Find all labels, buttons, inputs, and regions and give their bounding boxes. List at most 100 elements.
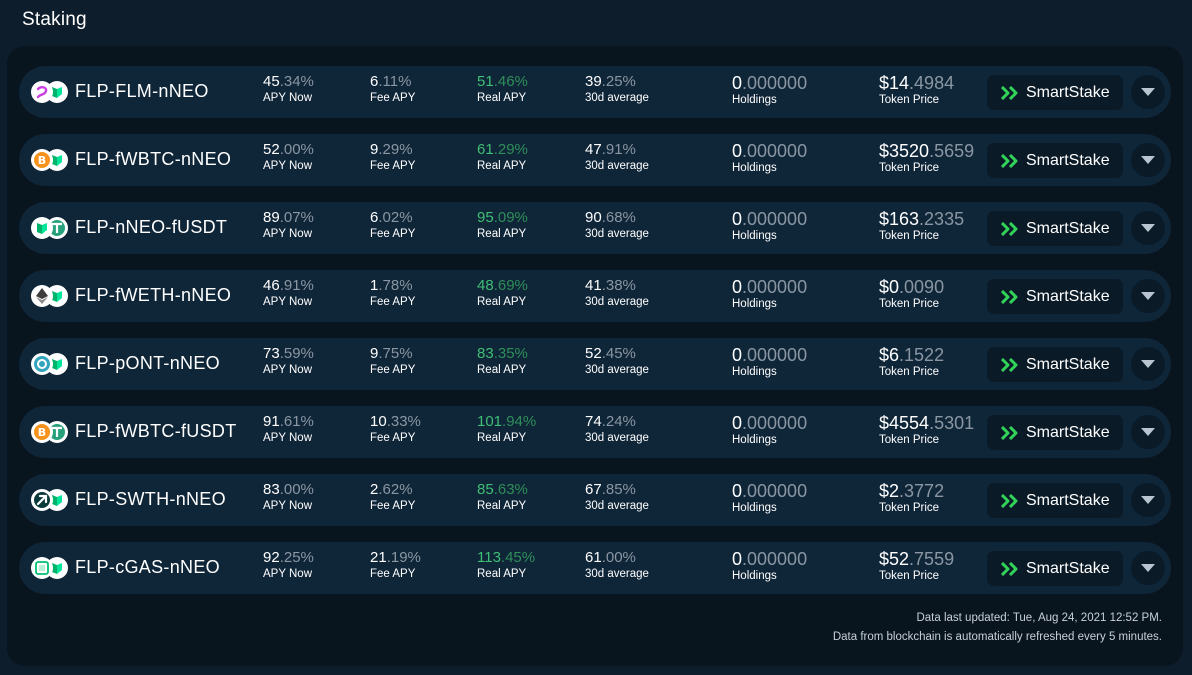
avg-30d-int: 67 xyxy=(585,481,602,498)
fee-apy-int: 6 xyxy=(370,209,379,226)
fee-apy-dec: .29% xyxy=(378,141,413,158)
apy-now-int: 73 xyxy=(263,345,280,362)
avg-30d-dec: .68% xyxy=(601,209,636,226)
apy-now-int: 46 xyxy=(263,277,280,294)
apy-now-dec: .91% xyxy=(279,277,314,294)
real-apy-label: Real APY xyxy=(477,500,527,512)
avg-30d-label: 30d average xyxy=(585,92,649,104)
avg-30d-dec: .45% xyxy=(601,345,636,362)
pool-row-1[interactable]: B FLP-fWBTC-nNEO 52.00% APY Now 9.29% Fe… xyxy=(19,134,1171,186)
holdings-stat: 0.000000 Holdings xyxy=(732,276,807,310)
apy-now-int: 92 xyxy=(263,549,280,566)
avg-30d-int: 90 xyxy=(585,209,602,226)
real-apy-label: Real APY xyxy=(477,568,527,580)
avg-30d-stat: 52.45% 30d average xyxy=(585,345,649,376)
token-price-label: Token Price xyxy=(879,94,940,106)
smartstake-button[interactable]: SmartStake xyxy=(987,75,1123,110)
expand-row-button[interactable] xyxy=(1131,551,1165,585)
pool-pair-name: FLP-fWBTC-nNEO xyxy=(75,149,232,169)
pool-row-6[interactable]: FLP-SWTH-nNEO 83.00% APY Now 2.62% Fee A… xyxy=(19,474,1171,526)
smartstake-button[interactable]: SmartStake xyxy=(987,483,1123,518)
smartstake-button[interactable]: SmartStake xyxy=(987,415,1123,450)
avg-30d-int: 47 xyxy=(585,141,602,158)
fee-apy-int: 10 xyxy=(370,413,387,430)
fee-apy-dec: .78% xyxy=(378,277,413,294)
expand-row-button[interactable] xyxy=(1131,483,1165,517)
holdings-dec: .000000 xyxy=(742,413,808,433)
fee-apy-stat: 9.75% Fee APY xyxy=(370,345,415,376)
expand-row-button[interactable] xyxy=(1131,75,1165,109)
avg-30d-label: 30d average xyxy=(585,296,649,308)
avg-30d-stat: 74.24% 30d average xyxy=(585,413,649,444)
expand-row-button[interactable] xyxy=(1131,211,1165,245)
real-apy-label: Real APY xyxy=(477,432,527,444)
real-apy-stat: 51.46% Real APY xyxy=(477,73,528,104)
fee-apy-stat: 21.19% Fee APY xyxy=(370,549,421,580)
pool-pair-name: FLP-cGAS-nNEO xyxy=(75,557,220,577)
smartstake-label: SmartStake xyxy=(1026,491,1110,509)
real-apy-int: 95 xyxy=(477,209,494,226)
avg-30d-stat: 39.25% 30d average xyxy=(585,73,649,104)
real-apy-int: 113 xyxy=(477,549,501,566)
double-chevron-right-icon xyxy=(1001,221,1018,236)
holdings-label: Holdings xyxy=(732,570,777,582)
holdings-label: Holdings xyxy=(732,366,777,378)
real-apy-int: 61 xyxy=(477,141,494,158)
expand-row-button[interactable] xyxy=(1131,143,1165,177)
real-apy-stat: 61.29% Real APY xyxy=(477,141,528,172)
holdings-stat: 0.000000 Holdings xyxy=(732,548,807,582)
pool-pair-name: FLP-FLM-nNEO xyxy=(75,81,209,101)
fee-apy-int: 9 xyxy=(370,141,379,158)
apy-now-label: APY Now xyxy=(263,160,313,172)
holdings-dec: .000000 xyxy=(742,73,808,93)
fee-apy-label: Fee APY xyxy=(370,364,416,376)
fee-apy-label: Fee APY xyxy=(370,432,416,444)
page-title: Staking xyxy=(22,9,87,30)
avg-30d-label: 30d average xyxy=(585,160,649,172)
gas-icon xyxy=(31,557,53,579)
pool-row-3[interactable]: FLP-fWETH-nNEO 46.91% APY Now 1.78% Fee … xyxy=(19,270,1171,322)
token-price-stat: $3520.5659 Token Price xyxy=(879,140,974,174)
holdings-label: Holdings xyxy=(732,230,777,242)
chevron-down-icon xyxy=(1141,360,1155,368)
double-chevron-right-icon xyxy=(1001,85,1018,100)
token-price-label: Token Price xyxy=(879,298,940,310)
chevron-down-icon xyxy=(1141,88,1155,96)
avg-30d-dec: .24% xyxy=(601,413,636,430)
smartstake-button[interactable]: SmartStake xyxy=(987,279,1123,314)
pool-icons: B xyxy=(31,421,69,443)
smartstake-button[interactable]: SmartStake xyxy=(987,347,1123,382)
apy-now-stat: 46.91% APY Now xyxy=(263,277,314,308)
token-price-dec: .5659 xyxy=(929,141,975,161)
fee-apy-dec: .33% xyxy=(386,413,421,430)
smartstake-button[interactable]: SmartStake xyxy=(987,211,1123,246)
holdings-dec: .000000 xyxy=(742,141,808,161)
pool-row-5[interactable]: B FLP-fWBTC-fUSDT 91.61% APY Now 10.33% … xyxy=(19,406,1171,458)
pool-row-0[interactable]: FLP-FLM-nNEO 45.34% APY Now 6.11% Fee AP… xyxy=(19,66,1171,118)
apy-now-stat: 91.61% APY Now xyxy=(263,413,314,444)
smartstake-button[interactable]: SmartStake xyxy=(987,551,1123,586)
pool-icons xyxy=(31,81,69,103)
pool-pair-name: FLP-nNEO-fUSDT xyxy=(75,217,228,237)
expand-row-button[interactable] xyxy=(1131,347,1165,381)
chevron-down-icon xyxy=(1141,292,1155,300)
real-apy-int: 83 xyxy=(477,345,494,362)
holdings-stat: 0.000000 Holdings xyxy=(732,480,807,514)
double-chevron-right-icon xyxy=(1001,493,1018,508)
pool-row-4[interactable]: FLP-pONT-nNEO 73.59% APY Now 9.75% Fee A… xyxy=(19,338,1171,390)
fee-apy-stat: 6.02% Fee APY xyxy=(370,209,415,240)
holdings-stat: 0.000000 Holdings xyxy=(732,412,807,446)
svg-text:B: B xyxy=(38,154,46,167)
expand-row-button[interactable] xyxy=(1131,279,1165,313)
pool-list: FLP-FLM-nNEO 45.34% APY Now 6.11% Fee AP… xyxy=(19,66,1171,610)
apy-now-int: 52 xyxy=(263,141,280,158)
fee-apy-label: Fee APY xyxy=(370,92,416,104)
expand-row-button[interactable] xyxy=(1131,415,1165,449)
pool-row-7[interactable]: FLP-cGAS-nNEO 92.25% APY Now 21.19% Fee … xyxy=(19,542,1171,594)
apy-now-stat: 45.34% APY Now xyxy=(263,73,314,104)
token-price-stat: $6.1522 Token Price xyxy=(879,344,944,378)
smartstake-button[interactable]: SmartStake xyxy=(987,143,1123,178)
token-price-stat: $4554.5301 Token Price xyxy=(879,412,974,446)
pool-row-2[interactable]: FLP-nNEO-fUSDT 89.07% APY Now 6.02% Fee … xyxy=(19,202,1171,254)
holdings-int: 0 xyxy=(732,481,743,501)
